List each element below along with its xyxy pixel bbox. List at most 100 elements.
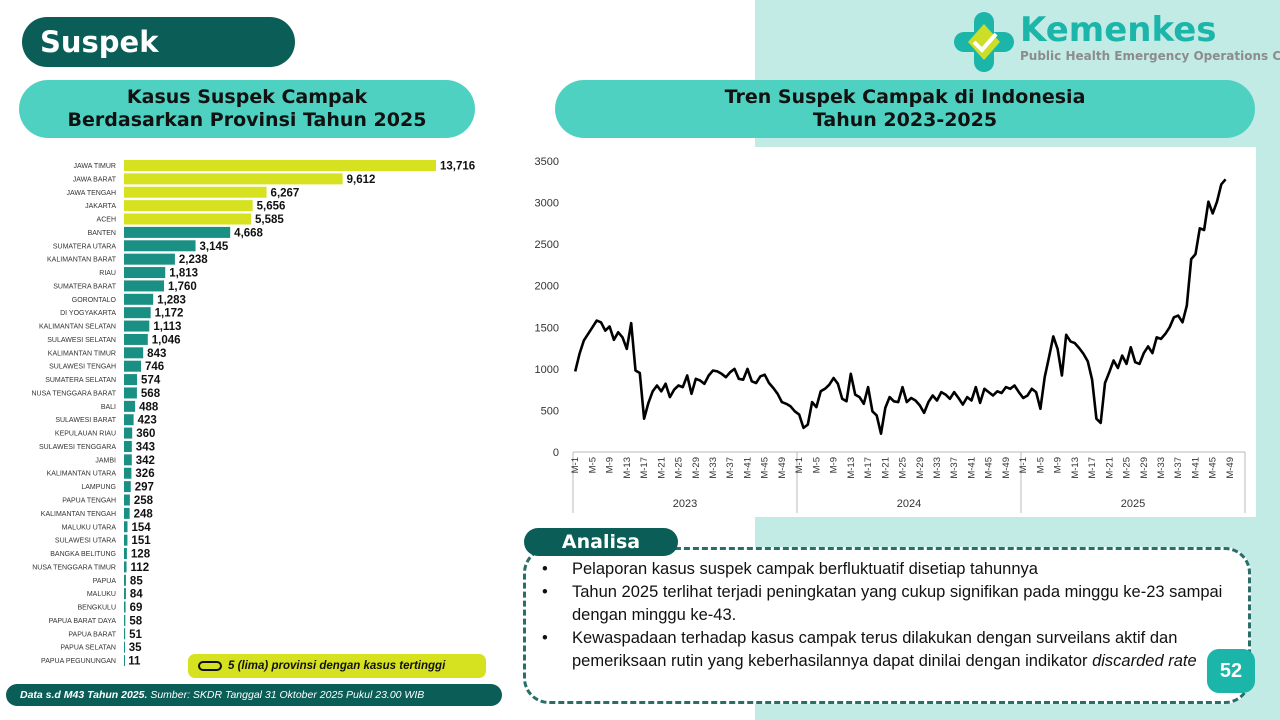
bar-value-label: 1,813 (169, 268, 198, 280)
bar (124, 427, 133, 439)
week-tick-label: M-33 (708, 457, 719, 479)
bar-value-label: 13,716 (440, 161, 475, 173)
bar (124, 213, 252, 225)
bar-value-label: 297 (135, 482, 154, 494)
bar-value-label: 1,046 (152, 334, 181, 346)
bar-value-label: 326 (135, 468, 154, 480)
week-tick-label: M-17 (863, 457, 874, 479)
bar-category-label: JAWA TIMUR (73, 163, 116, 170)
line-chart-title-line1: Tren Suspek Campak di Indonesia (724, 86, 1086, 108)
week-tick-label: M-45 (1208, 457, 1219, 479)
bar-category-label: DI YOGYAKARTA (60, 310, 116, 317)
bar-category-label: SULAWESI TENGGARA (39, 444, 116, 451)
kemenkes-logo-icon (954, 12, 1014, 72)
bar-category-label: KALIMANTAN SELATAN (39, 324, 116, 331)
province-bar-chart: JAWA TIMUR 13,716 JAWA BARAT 9,612 JAWA TENG… (31, 160, 475, 668)
week-tick-label: M-17 (639, 457, 650, 479)
source-bold: Data s.d M43 Tahun 2025. (20, 689, 148, 701)
y-tick-label: 3500 (535, 156, 559, 168)
line-chart-title-line2: Tahun 2023-2025 (812, 109, 998, 131)
bar (124, 186, 267, 198)
bar-category-label: PAPUA BARAT DAYA (49, 618, 117, 625)
bar (124, 333, 148, 345)
bar-value-label: 342 (136, 455, 155, 467)
bar-value-label: 423 (138, 415, 157, 427)
bar (124, 374, 138, 386)
week-tick-label: M-33 (1156, 457, 1167, 479)
week-tick-label: M-5 (811, 457, 822, 473)
y-tick-label: 1500 (535, 322, 559, 334)
week-tick-label: M-37 (949, 457, 960, 479)
week-tick-label: M-5 (1035, 457, 1046, 473)
year-label: 2023 (673, 498, 697, 510)
bar-value-label: 5,585 (255, 214, 284, 226)
week-tick-label: M-9 (1053, 457, 1064, 473)
y-tick-label: 2000 (535, 281, 559, 293)
week-tick-label: M-9 (829, 457, 840, 473)
week-tick-label: M-13 (622, 457, 633, 479)
bar-category-label: PAPUA SELATAN (60, 645, 116, 652)
week-tick-label: M-1 (794, 457, 805, 473)
week-tick-label: M-41 (742, 457, 753, 479)
bar-value-label: 151 (131, 535, 151, 547)
week-tick-label: M-33 (932, 457, 943, 479)
bar-category-label: SULAWESI UTARA (55, 538, 116, 545)
bar (124, 200, 253, 212)
week-tick-label: M-9 (605, 457, 616, 473)
bar-value-label: 568 (141, 388, 161, 400)
analysis-bullet-text: Kewaspadaan terhadap kasus campak terus … (572, 629, 1178, 670)
y-tick-label: 0 (553, 447, 559, 459)
week-tick-label: M-49 (1001, 457, 1012, 479)
bar (124, 440, 132, 452)
bar-category-label: NUSA TENGGARA TIMUR (32, 564, 116, 571)
bar-value-label: 58 (129, 615, 142, 627)
bar-value-label: 746 (145, 361, 164, 373)
bar (124, 601, 126, 613)
bar (124, 240, 196, 252)
bar-category-label: JAKARTA (85, 203, 116, 210)
bar-category-label: SULAWESI SELATAN (47, 337, 116, 344)
week-tick-label: M-13 (846, 457, 857, 479)
bar-value-label: 258 (134, 495, 154, 507)
page-number: 52 (1207, 649, 1255, 693)
bar-value-label: 51 (129, 629, 142, 641)
bar-value-label: 85 (130, 575, 143, 587)
legend-swatch (198, 661, 222, 671)
bar-category-label: JAWA TENGAH (66, 190, 116, 197)
analysis-list: Pelaporan kasus suspek campak berfluktua… (536, 558, 1236, 673)
week-tick-label: M-21 (1104, 457, 1115, 479)
bar-category-label: SULAWESI BARAT (55, 417, 116, 424)
week-tick-label: M-13 (1070, 457, 1081, 479)
week-tick-label: M-21 (656, 457, 667, 479)
bar (124, 561, 127, 573)
bar-value-label: 1,172 (155, 308, 184, 320)
bar-value-label: 84 (130, 589, 143, 601)
bar (124, 521, 128, 533)
legend-text: 5 (lima) provinsi dengan kasus tertinggi (228, 660, 446, 672)
bar-chart-header: Kasus Suspek Campak Berdasarkan Provinsi… (19, 80, 475, 138)
bar (124, 641, 125, 653)
bar-category-label: BANGKA BELITUNG (50, 551, 116, 558)
bar-value-label: 1,760 (168, 281, 197, 293)
bar (124, 387, 137, 399)
bar-value-label: 128 (131, 549, 151, 561)
week-tick-label: M-1 (570, 457, 581, 473)
bar-category-label: NUSA TENGGARA BARAT (31, 390, 116, 397)
y-tick-label: 1000 (535, 364, 559, 376)
bar-category-label: ACEH (97, 217, 116, 224)
bar-category-label: SUMATERA BARAT (53, 283, 116, 290)
bar (124, 253, 175, 265)
week-tick-label: M-49 (1225, 457, 1236, 479)
bar-value-label: 11 (128, 656, 141, 668)
bar-category-label: SUMATERA UTARA (53, 243, 116, 250)
bar-category-label: JAWA BARAT (73, 176, 117, 183)
bar-value-label: 488 (139, 401, 159, 413)
analysis-bullet: Tahun 2025 terlihat terjadi peningkatan … (536, 581, 1236, 627)
bar-value-label: 343 (136, 441, 155, 453)
year-label: 2024 (897, 498, 921, 510)
bar-category-label: LAMPUNG (81, 484, 116, 491)
week-tick-label: M-25 (1122, 457, 1133, 479)
week-tick-label: M-29 (691, 457, 702, 479)
bar-category-label: KALIMANTAN BARAT (47, 257, 117, 264)
bar (124, 454, 132, 466)
